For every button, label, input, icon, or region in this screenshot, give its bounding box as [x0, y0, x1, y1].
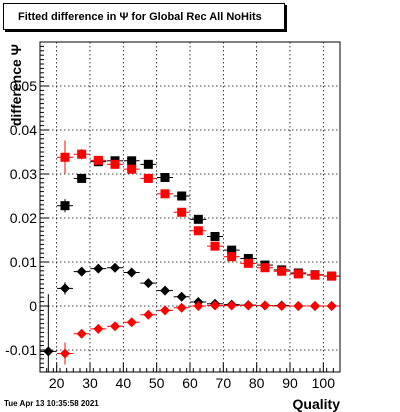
y-tick-label: 0.03	[10, 166, 37, 182]
x-axis-label: Quality	[293, 396, 341, 412]
data-point	[277, 266, 287, 276]
data-point	[160, 173, 170, 183]
chart-title: Fitted difference in Ψ for Global Rec Al…	[18, 10, 262, 23]
data-point	[43, 346, 54, 357]
data-point	[260, 263, 270, 273]
data-point	[310, 270, 320, 280]
data-point	[193, 214, 203, 224]
x-tick-label: 60	[182, 375, 198, 391]
data-point	[326, 301, 337, 311]
data-point	[160, 285, 170, 296]
data-point	[93, 155, 103, 165]
data-point	[177, 191, 187, 201]
x-tick-label: 20	[49, 375, 65, 391]
data-point	[310, 301, 320, 311]
series-2	[57, 140, 340, 281]
y-tick-label: 0.04	[10, 122, 37, 138]
x-tick-label: 90	[282, 375, 298, 391]
x-tick-label: 30	[82, 375, 98, 391]
grid-lines	[40, 42, 340, 372]
data-point	[227, 252, 237, 262]
data-point	[110, 321, 120, 332]
x-tick-label: 40	[116, 375, 132, 391]
data-point	[143, 278, 154, 289]
data-point	[160, 189, 170, 199]
data-point	[176, 302, 187, 313]
data-point	[77, 149, 87, 159]
data-point	[177, 207, 187, 217]
data-point	[127, 156, 137, 166]
data-point	[243, 258, 253, 268]
x-tick-label: 100	[312, 375, 336, 391]
data-point	[243, 253, 253, 263]
y-tick-label: -0.01	[5, 342, 37, 358]
data-point	[276, 301, 287, 311]
y-tick-label: 0	[29, 298, 37, 314]
data-point	[176, 291, 187, 302]
y-axis-label: difference Ψ	[8, 44, 24, 126]
data-point	[76, 266, 87, 277]
data-point	[126, 317, 137, 328]
x-tick-label: 70	[216, 375, 232, 391]
axis-ticks: 20 30 40 50 60 70 80 90 100 -0.01 0 0.01 0.02 0.03 0.0…	[5, 45, 341, 391]
data-point	[226, 300, 237, 311]
data-point	[193, 301, 204, 311]
data-point	[143, 173, 153, 183]
data-point	[210, 300, 220, 311]
data-point	[60, 152, 70, 162]
data-point	[227, 245, 237, 255]
data-point	[293, 301, 304, 311]
data-point	[243, 300, 254, 311]
data-point	[293, 269, 303, 279]
data-point	[60, 348, 70, 359]
data-point	[260, 300, 270, 311]
data-point	[76, 328, 87, 339]
data-point	[93, 323, 104, 334]
data-point	[143, 159, 153, 169]
data-point	[210, 241, 220, 251]
datestamp: Tue Apr 13 10:35:58 2021	[4, 399, 99, 408]
data-point	[93, 263, 104, 274]
chart-title-box: Fitted difference in Ψ for Global Rec Al…	[3, 3, 285, 30]
series-4	[57, 300, 340, 365]
data-point	[127, 164, 137, 174]
data-series	[40, 140, 340, 372]
data-point	[110, 262, 120, 273]
data-point	[110, 159, 120, 169]
data-point	[60, 201, 70, 211]
data-point	[77, 173, 87, 183]
data-point	[126, 267, 137, 278]
y-tick-label: 0.02	[10, 210, 37, 226]
data-point	[60, 283, 70, 294]
data-point	[210, 231, 220, 241]
y-tick-label: 0.01	[10, 254, 37, 270]
data-point	[193, 226, 203, 236]
data-point	[160, 305, 170, 316]
x-tick-label: 50	[149, 375, 165, 391]
data-point	[143, 309, 154, 320]
data-point	[327, 271, 337, 281]
x-tick-label: 80	[249, 375, 265, 391]
y-tick-label: 0.05	[10, 78, 37, 94]
